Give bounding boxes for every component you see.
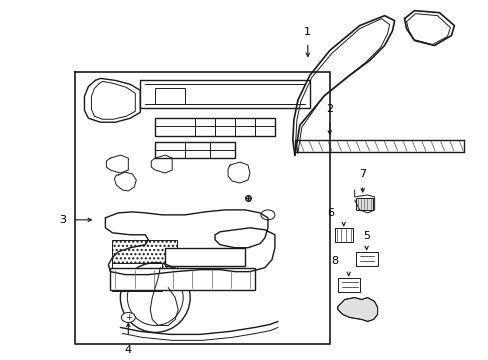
Bar: [334, 228, 352, 242]
Bar: [140, 80, 309, 108]
Bar: [337, 278, 359, 292]
Bar: [112, 263, 162, 291]
Bar: [355, 198, 372, 210]
Bar: [112, 240, 177, 285]
Bar: [155, 142, 235, 158]
Ellipse shape: [121, 312, 135, 323]
Text: 4: 4: [124, 345, 132, 355]
Ellipse shape: [261, 210, 274, 220]
Bar: [155, 88, 185, 104]
Text: 8: 8: [330, 256, 338, 266]
Text: 2: 2: [325, 104, 333, 114]
Text: 5: 5: [363, 231, 369, 241]
Bar: [355, 252, 377, 266]
Bar: [165, 248, 244, 266]
Text: 1: 1: [304, 27, 311, 37]
Bar: [110, 268, 254, 289]
Text: 6: 6: [326, 208, 334, 218]
Text: +: +: [124, 313, 131, 322]
Text: 7: 7: [358, 169, 366, 179]
Bar: [155, 118, 274, 136]
Text: 3: 3: [59, 215, 66, 225]
Polygon shape: [337, 298, 377, 321]
